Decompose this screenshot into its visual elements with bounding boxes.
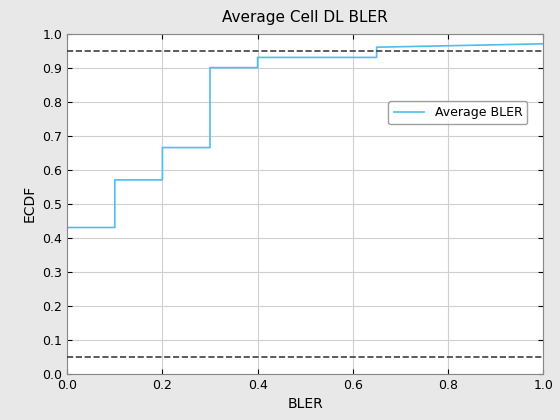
Average BLER: [254, 65, 261, 70]
Y-axis label: ECDF: ECDF: [23, 185, 37, 222]
Average BLER: [159, 177, 166, 182]
Average BLER: [111, 225, 118, 230]
Line: Average BLER: Average BLER: [67, 44, 543, 228]
Average BLER: [111, 177, 118, 182]
Average BLER: [159, 145, 166, 150]
Average BLER: [540, 41, 547, 46]
Average BLER: [373, 55, 380, 60]
Average BLER: [254, 55, 261, 60]
X-axis label: BLER: BLER: [287, 397, 323, 411]
Title: Average Cell DL BLER: Average Cell DL BLER: [222, 10, 388, 26]
Average BLER: [373, 45, 380, 50]
Average BLER: [207, 65, 213, 70]
Legend: Average BLER: Average BLER: [389, 101, 528, 124]
Average BLER: [207, 145, 213, 150]
Average BLER: [64, 225, 71, 230]
